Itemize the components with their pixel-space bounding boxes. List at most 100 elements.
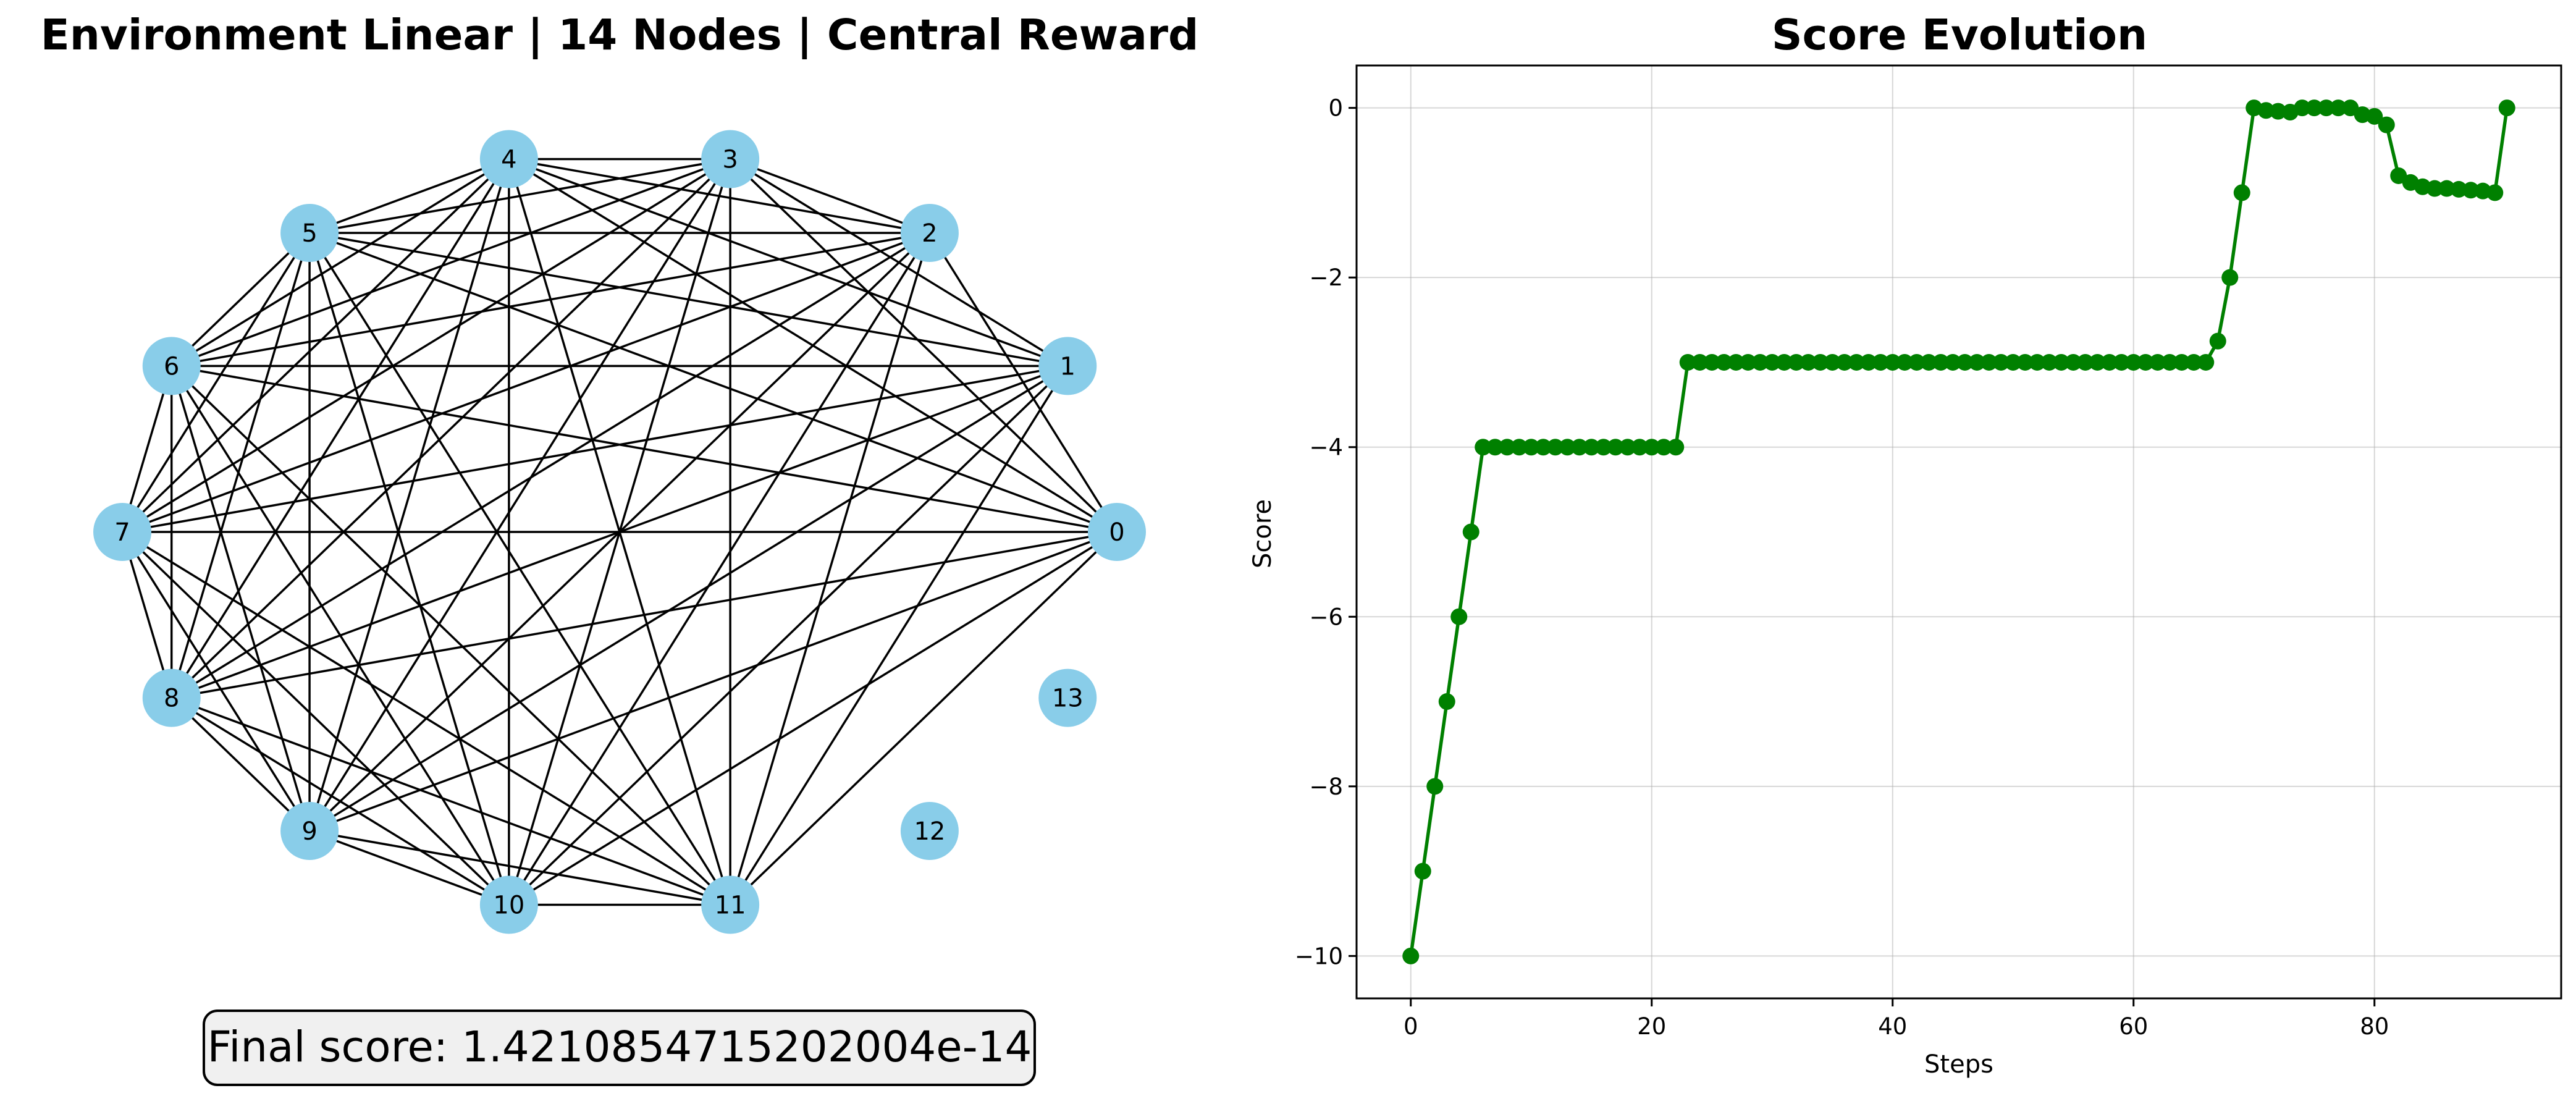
score-point (1438, 693, 1455, 710)
y-tick-label: −10 (1295, 943, 1343, 969)
score-point (1475, 439, 1492, 456)
edge-2-10 (508, 232, 931, 906)
score-point (1920, 353, 1937, 371)
score-point (1547, 439, 1564, 456)
edge-1-10 (508, 365, 1069, 906)
score-point (2318, 99, 2335, 117)
score-point (2221, 269, 2239, 286)
series-layer (1402, 99, 2515, 964)
score-point (2378, 116, 2395, 133)
node-circle (479, 130, 538, 188)
edge-2-3 (730, 158, 930, 234)
node-13: 13 (1038, 668, 1097, 727)
score-point (2486, 184, 2504, 201)
score-point (2305, 99, 2323, 117)
score-point (1643, 439, 1661, 456)
score-point (2053, 353, 2070, 371)
plot-frame (1355, 64, 2562, 1000)
x-tick-label: 60 (2119, 1013, 2148, 1040)
score-point (1402, 947, 1420, 964)
node-circle (479, 875, 538, 934)
score-point (2125, 353, 2142, 371)
node-circle (701, 130, 760, 188)
y-tick-label: −2 (1309, 264, 1343, 291)
score-point (2366, 107, 2383, 125)
node-circle (900, 204, 959, 263)
node-circle (280, 801, 339, 860)
edge-0-10 (508, 531, 1118, 906)
edge-2-11 (729, 232, 931, 906)
score-point (2197, 353, 2215, 371)
edge-3-9 (308, 158, 731, 832)
score-point (1740, 353, 1757, 371)
score-point (1619, 439, 1636, 456)
node-label: 12 (914, 817, 945, 846)
edge-1-4 (508, 158, 1068, 368)
grid-lines (1357, 65, 2561, 998)
edge-8-10 (170, 697, 510, 906)
node-label: 2 (922, 219, 937, 248)
node-3: 3 (701, 130, 760, 188)
node-5: 5 (280, 204, 339, 263)
edge-8-9 (170, 697, 311, 832)
score-point (1944, 353, 1961, 371)
y-tick-label: −8 (1309, 774, 1343, 800)
edge-3-7 (122, 158, 731, 533)
edge-5-7 (121, 232, 311, 533)
node-circle (1038, 668, 1097, 727)
node-12: 12 (900, 801, 959, 860)
edge-6-10 (170, 365, 510, 906)
score-point (1896, 353, 1913, 371)
score-point (1860, 353, 1877, 371)
node-label: 8 (164, 685, 179, 713)
score-point (2137, 353, 2154, 371)
node-circle (142, 668, 201, 727)
score-point (2450, 180, 2467, 198)
score-point (1559, 439, 1576, 456)
edge-1-11 (729, 365, 1069, 906)
edge-1-9 (309, 365, 1069, 832)
edge-7-11 (122, 531, 731, 906)
score-point (2005, 353, 2022, 371)
score-point (1799, 353, 1817, 371)
node-label: 5 (301, 219, 317, 248)
score-point (1703, 353, 1720, 371)
score-point (1751, 353, 1769, 371)
final-score-text: Final score: 1.4210854715202004e-14 (208, 1022, 1032, 1072)
score-point (1884, 353, 1901, 371)
node-4: 4 (479, 130, 538, 188)
node-circle (1038, 337, 1097, 395)
score-point (1607, 439, 1624, 456)
x-tick-label: 20 (1637, 1013, 1666, 1040)
score-point (2029, 353, 2046, 371)
score-point (1414, 862, 1431, 880)
edge-9-11 (309, 830, 731, 906)
score-point (2113, 353, 2130, 371)
edge-0-11 (729, 531, 1118, 906)
y-tick-label: 0 (1328, 95, 1343, 122)
node-label: 6 (164, 352, 179, 381)
node-1: 1 (1038, 337, 1097, 395)
node-circle (900, 801, 959, 860)
y-axis-label: Score (1248, 499, 1277, 568)
score-point (1426, 778, 1444, 795)
edge-6-9 (170, 365, 311, 832)
edge-4-11 (508, 158, 731, 906)
score-point (2185, 353, 2202, 371)
edge-7-9 (121, 531, 311, 832)
node-7: 7 (93, 503, 151, 561)
edge-4-7 (121, 158, 510, 533)
score-point (1824, 353, 1841, 371)
line-chart-title: Score Evolution (1772, 11, 2147, 60)
node-11: 11 (701, 875, 760, 934)
edge-3-6 (171, 158, 731, 368)
score-point (2040, 353, 2058, 371)
node-6: 6 (142, 337, 201, 395)
node-label: 4 (501, 145, 516, 174)
score-point (1812, 353, 1829, 371)
edge-5-11 (308, 232, 731, 906)
edge-9-10 (309, 830, 510, 906)
score-point (1908, 353, 1926, 371)
